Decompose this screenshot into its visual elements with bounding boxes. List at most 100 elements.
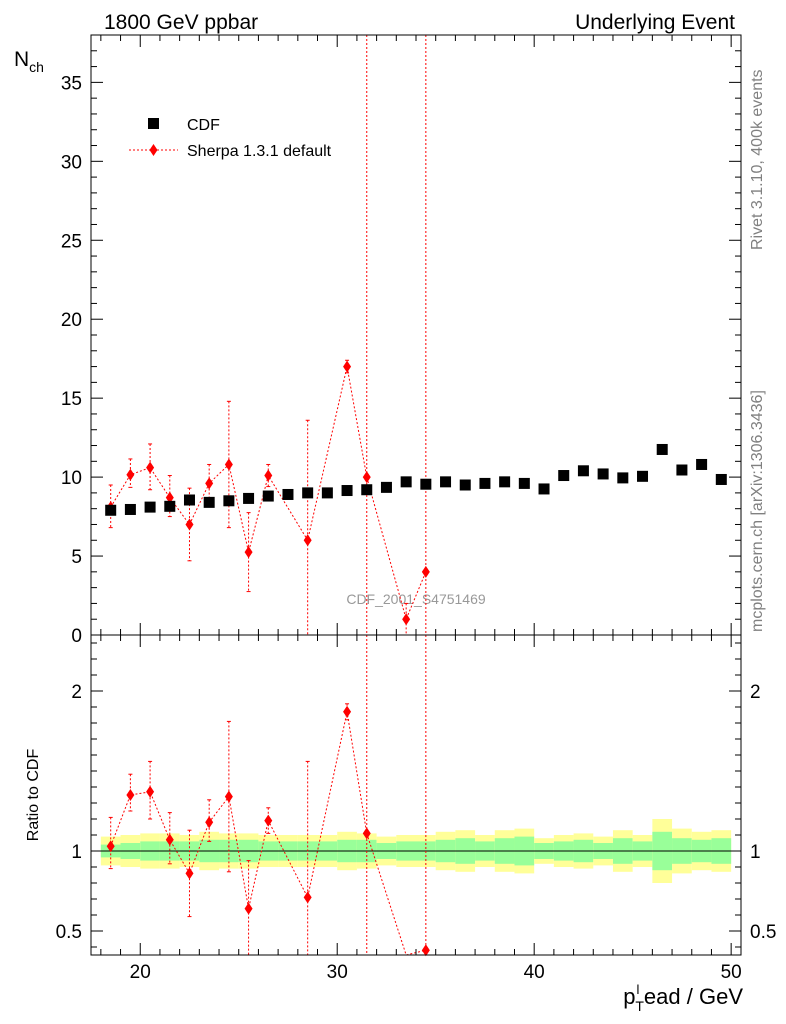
main-ylabel-sub: ch xyxy=(29,59,44,75)
cdf-point xyxy=(321,487,333,499)
sherpa-ratio-point xyxy=(146,785,155,798)
sherpa-point xyxy=(244,546,253,559)
cdf-point xyxy=(243,492,255,504)
cdf-point xyxy=(656,443,668,455)
ratio-sherpa-layer xyxy=(106,635,430,957)
ratio-ylabel: Ratio to CDF xyxy=(25,749,42,842)
x-axis-label-p: p xyxy=(623,984,635,1009)
sherpa-ratio-point xyxy=(264,814,273,827)
sherpa-point xyxy=(126,468,135,481)
cdf-point xyxy=(538,483,550,495)
x-tick-label: 30 xyxy=(327,962,348,983)
ratio-y-tick-label-left: 1 xyxy=(71,842,82,863)
sherpa-point xyxy=(185,518,194,531)
main-y-tick-label: 20 xyxy=(61,310,82,331)
ratio-panel: 20 30 40 50 0.5 0.5 1 1 2 2 xyxy=(56,634,776,983)
sherpa-point xyxy=(402,613,411,626)
cdf-point xyxy=(617,472,629,484)
header-right-title: Underlying Event xyxy=(575,11,735,34)
main-y-tick-label: 10 xyxy=(61,468,82,489)
cdf-point xyxy=(558,470,570,482)
sherpa-ratio-point xyxy=(126,789,135,801)
main-sherpa-layer xyxy=(106,35,430,635)
x-axis-label-sub: T xyxy=(635,998,644,1014)
cdf-point xyxy=(676,464,688,476)
cdf-point xyxy=(302,487,314,499)
sherpa-point xyxy=(303,534,312,547)
main-y-tick-label: 35 xyxy=(61,73,82,94)
legend-cdf-label: CDF xyxy=(187,117,220,134)
mcplots-label: mcplots.cern.ch [arXiv:1306.3436] xyxy=(749,390,766,632)
main-y-tick-label: 30 xyxy=(61,152,82,173)
main-ylabel-n: N xyxy=(14,48,29,71)
cdf-point xyxy=(105,504,117,516)
cdf-point xyxy=(400,476,412,488)
cdf-point xyxy=(499,476,511,488)
header-left-title: 1800 GeV ppbar xyxy=(104,11,258,34)
sherpa-ratio-point xyxy=(343,705,352,718)
sherpa-ratio-point xyxy=(362,827,371,840)
watermark-label: CDF_2001_S4751469 xyxy=(346,591,486,607)
ratio-y-tick-label-right: 1 xyxy=(750,842,761,863)
cdf-point xyxy=(459,479,471,491)
main-panel: CDF_2001_S4751469 0 5 10 15 20 25 30 35 xyxy=(61,34,742,647)
cdf-point xyxy=(144,501,156,513)
main-y-tick-label: 5 xyxy=(71,547,82,568)
main-y-tick-label: 0 xyxy=(71,626,82,647)
ratio-frame xyxy=(90,634,742,956)
ratio-y-tick-label-right: 2 xyxy=(750,682,761,703)
sherpa-point xyxy=(264,469,273,482)
cdf-point xyxy=(223,495,235,507)
ratio-axes-layer: 20 30 40 50 0.5 0.5 1 1 2 2 xyxy=(56,635,776,983)
cdf-point xyxy=(479,477,491,489)
cdf-point xyxy=(341,485,353,497)
x-tick-label: 50 xyxy=(721,962,742,983)
legend: CDF Sherpa 1.3.1 default xyxy=(129,117,332,160)
cdf-point xyxy=(440,476,452,488)
x-axis-label-sup: l xyxy=(636,982,639,997)
sherpa-point xyxy=(205,477,214,490)
cdf-point xyxy=(715,473,727,485)
cdf-point xyxy=(361,484,373,496)
sherpa-ratio-point xyxy=(205,816,214,829)
sherpa-ratio-line xyxy=(110,711,426,956)
cdf-point xyxy=(597,468,609,480)
sherpa-series-line xyxy=(110,366,427,621)
legend-sherpa-label: Sherpa 1.3.1 default xyxy=(187,143,332,160)
sherpa-ratio-point xyxy=(224,790,233,803)
x-axis-label: pl Tead / GeV xyxy=(623,982,743,1014)
cdf-point xyxy=(183,494,195,506)
rivet-version-label: Rivet 3.1.10, 400k events xyxy=(749,69,766,250)
cdf-point xyxy=(518,477,530,489)
cdf-point xyxy=(282,488,294,500)
sherpa-point xyxy=(343,360,352,373)
legend-cdf-marker xyxy=(148,118,159,129)
cdf-point xyxy=(124,503,136,515)
main-cdf-layer xyxy=(105,443,727,516)
main-y-tick-label: 25 xyxy=(61,231,82,252)
cdf-point xyxy=(577,465,589,477)
sherpa-point xyxy=(165,491,174,504)
ratio-y-tick-label-left: 0.5 xyxy=(56,922,82,943)
legend-sherpa-marker xyxy=(149,144,158,156)
cdf-point xyxy=(637,470,649,482)
x-tick-label: 40 xyxy=(524,962,545,983)
sherpa-ratio-point xyxy=(165,833,174,846)
sherpa-ratio-point xyxy=(185,867,194,880)
sherpa-point xyxy=(224,458,233,471)
sherpa-point xyxy=(362,471,371,484)
sherpa-ratio-point xyxy=(106,840,115,853)
sherpa-ratio-point xyxy=(303,891,312,904)
cdf-point xyxy=(696,458,708,470)
cdf-point xyxy=(164,500,176,512)
sherpa-point xyxy=(421,565,430,578)
main-ylabel: Nch xyxy=(14,48,44,75)
x-axis-label-rest: ead / GeV xyxy=(644,984,743,1009)
cdf-point xyxy=(420,478,432,490)
cdf-point xyxy=(380,481,392,493)
sherpa-ratio-point xyxy=(244,902,253,915)
cdf-point xyxy=(262,490,274,502)
main-y-tick-label: 15 xyxy=(61,389,82,410)
ratio-y-tick-label-right: 0.5 xyxy=(750,922,776,943)
